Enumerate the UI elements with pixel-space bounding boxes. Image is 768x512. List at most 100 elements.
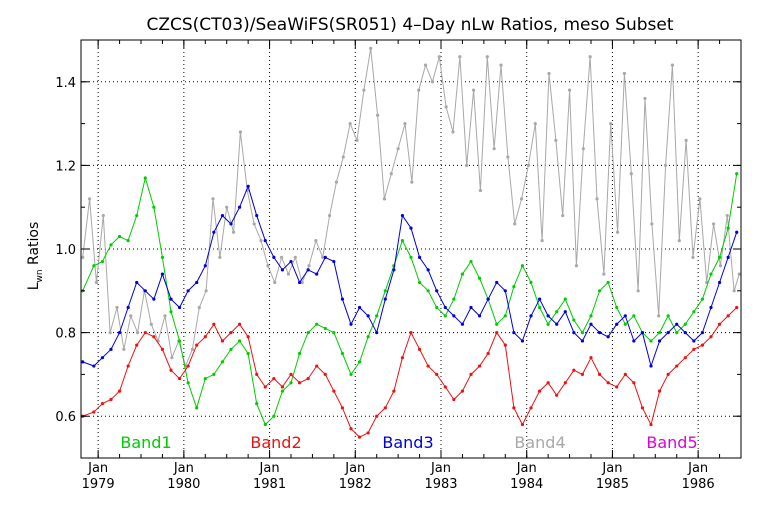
data-point <box>135 213 139 218</box>
data-point <box>306 376 310 381</box>
data-point <box>297 280 302 285</box>
x-tick-month-label: Jan <box>344 461 365 476</box>
data-point <box>537 297 542 301</box>
data-point <box>195 343 199 347</box>
data-point <box>444 105 448 109</box>
data-point <box>409 226 413 230</box>
data-point <box>735 230 739 234</box>
data-point <box>512 285 516 289</box>
data-point <box>117 234 122 239</box>
data-point <box>495 322 499 326</box>
data-point <box>469 259 473 264</box>
data-point <box>280 389 285 393</box>
x-tick-month-label: Jan <box>430 461 451 476</box>
axes: 0.60.81.01.21.4Jan1979Jan1980Jan1981Jan1… <box>55 39 742 492</box>
data-point <box>117 331 122 335</box>
legend-label-band2: Band2 <box>250 433 301 452</box>
data-point <box>332 331 336 335</box>
y-tick-label: 1.4 <box>55 76 76 91</box>
y-axis-label-main: L <box>26 282 42 290</box>
data-point <box>340 297 345 301</box>
data-point <box>246 335 250 339</box>
data-point <box>698 197 702 201</box>
data-point <box>300 280 304 285</box>
data-point <box>520 422 525 427</box>
x-tick-month-label: Jan <box>516 461 537 476</box>
data-point <box>657 314 661 318</box>
data-point <box>341 155 345 159</box>
data-point <box>717 322 722 326</box>
data-point <box>357 360 362 364</box>
data-point <box>675 322 679 326</box>
data-point <box>126 364 130 368</box>
y-tick-label: 0.8 <box>55 327 76 342</box>
data-point <box>640 406 645 410</box>
legend-label-band1: Band1 <box>120 433 171 452</box>
data-point <box>392 268 396 272</box>
data-point <box>555 310 559 314</box>
data-point <box>369 46 373 50</box>
data-point <box>375 331 379 335</box>
data-point <box>286 272 291 276</box>
data-point <box>692 339 696 343</box>
data-point <box>602 272 606 276</box>
data-point <box>163 314 167 318</box>
x-tick-year-label: 1984 <box>510 477 543 492</box>
data-point <box>567 88 572 92</box>
x-tick-year-label: 1979 <box>82 477 115 492</box>
data-point <box>580 339 585 343</box>
data-point <box>623 322 627 326</box>
data-point <box>126 239 130 243</box>
data-point <box>732 289 736 293</box>
data-point <box>597 331 602 335</box>
data-point <box>726 226 730 230</box>
data-point <box>315 364 319 368</box>
series-band3 <box>81 184 739 368</box>
data-point <box>554 138 558 142</box>
data-point <box>623 314 627 318</box>
data-point <box>495 280 499 285</box>
data-point <box>280 268 285 272</box>
data-point <box>396 147 400 151</box>
x-tick-month-label: Jan <box>601 461 622 476</box>
data-point <box>195 406 199 410</box>
data-point <box>259 239 263 243</box>
data-point <box>129 314 133 318</box>
data-point <box>683 356 687 360</box>
data-point <box>409 331 413 335</box>
x-tick-year-label: 1986 <box>682 477 715 492</box>
x-tick-year-label: 1981 <box>253 477 286 492</box>
data-point <box>709 272 713 276</box>
data-point <box>492 147 496 151</box>
data-point <box>229 331 233 335</box>
data-point <box>204 289 208 293</box>
data-point <box>632 339 636 343</box>
data-point <box>529 314 533 318</box>
data-point <box>443 314 447 318</box>
data-point <box>526 163 531 167</box>
data-point <box>595 197 599 201</box>
data-point <box>126 305 130 310</box>
data-point <box>663 163 668 167</box>
data-point <box>297 381 302 385</box>
data-point <box>437 55 441 59</box>
data-point <box>426 289 430 293</box>
data-point <box>606 335 610 339</box>
data-point <box>211 197 215 201</box>
data-point <box>375 314 379 318</box>
data-point <box>458 55 462 59</box>
data-point <box>717 255 722 259</box>
data-point <box>563 297 567 301</box>
data-point <box>100 402 105 406</box>
data-point <box>506 155 510 159</box>
data-point <box>383 297 387 301</box>
data-point <box>666 331 670 335</box>
data-point <box>340 351 345 356</box>
data-point <box>101 213 105 218</box>
data-point <box>366 335 370 339</box>
data-point <box>92 364 96 368</box>
data-point <box>735 172 739 176</box>
data-point <box>160 255 165 259</box>
data-point <box>537 305 542 310</box>
data-point <box>452 314 456 318</box>
